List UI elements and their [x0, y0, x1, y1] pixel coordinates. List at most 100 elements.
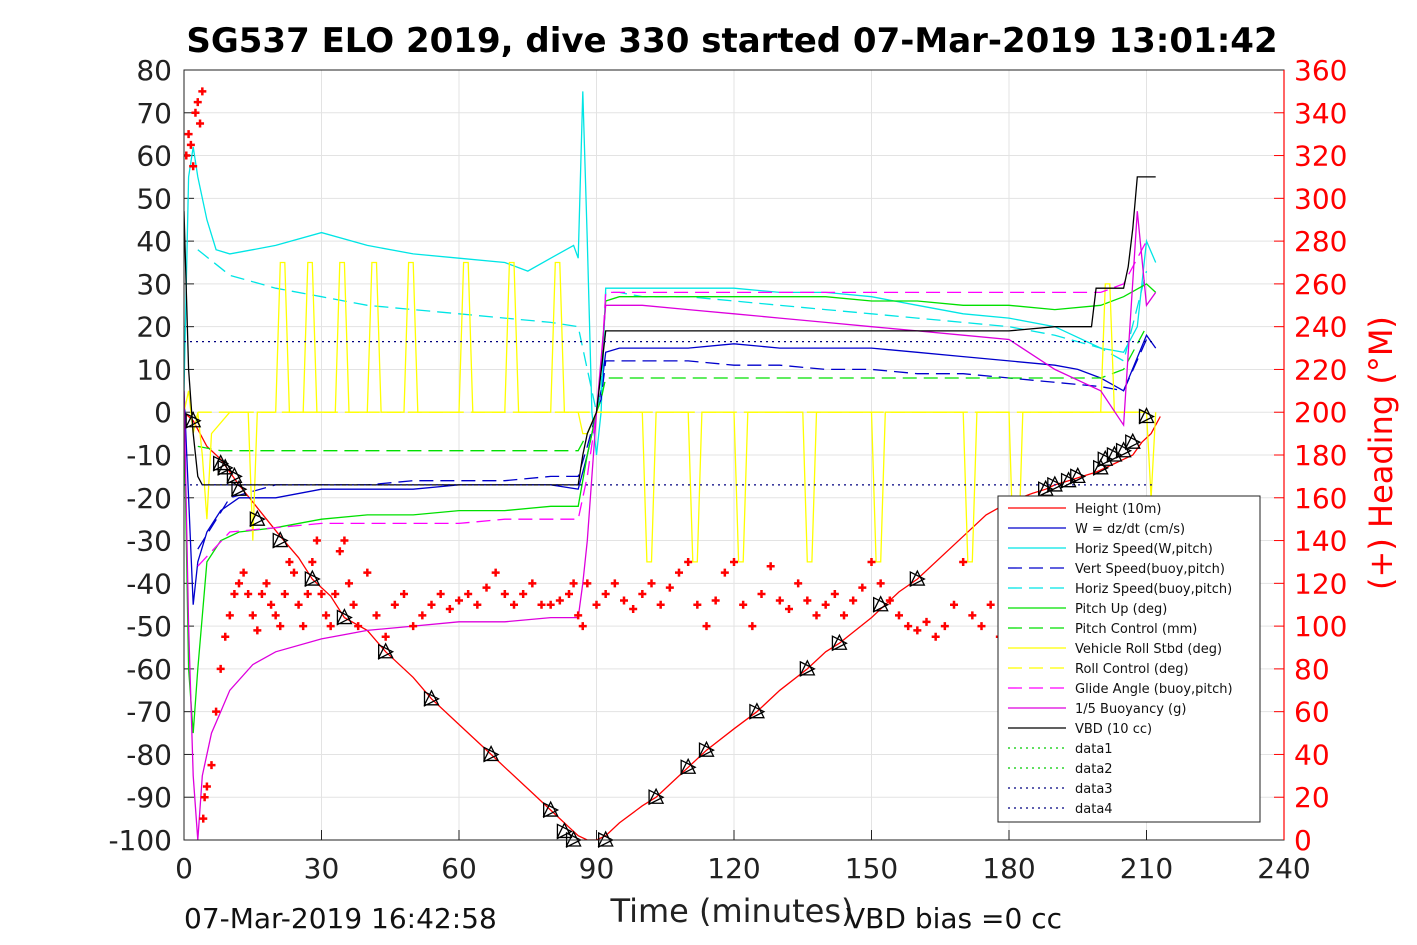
dive-marker [1046, 475, 1064, 493]
legend-entry: Horiz Speed(buoy,pitch) [1075, 582, 1232, 597]
heading-point [198, 87, 207, 96]
y2-tick-label: 180 [1294, 439, 1347, 472]
heading-point [253, 626, 262, 635]
y-tick-label: 10 [136, 353, 172, 386]
legend-entry: Height (10m) [1075, 502, 1161, 517]
y2-tick-label: 240 [1294, 311, 1347, 344]
heading-point [950, 600, 958, 609]
legend-entry: Glide Angle (buoy,pitch) [1075, 682, 1233, 697]
heading-point [766, 562, 775, 571]
x-tick-label: 150 [845, 852, 898, 885]
y2-tick-label: 260 [1294, 268, 1347, 301]
x-axis-label: Time (minutes) [610, 892, 854, 930]
heading-point [276, 622, 285, 631]
y-tick-label: 30 [136, 268, 172, 301]
heading-point [322, 611, 331, 620]
heading-point [491, 568, 500, 577]
heading-point [409, 622, 418, 631]
heading-point [519, 590, 528, 599]
dive-marker [1124, 432, 1142, 451]
y-tick-label: -20 [126, 482, 172, 515]
heading-point [757, 590, 766, 599]
dive-marker [1069, 466, 1087, 485]
heading-point [427, 600, 436, 609]
dive-marker [648, 787, 665, 806]
heading-point [212, 707, 221, 716]
dive-marker [249, 509, 266, 528]
heading-point [739, 600, 748, 609]
heading-point [235, 579, 243, 588]
x-tick-label: 240 [1257, 852, 1310, 885]
heading-point [565, 590, 573, 599]
heading-point [345, 579, 353, 588]
heading-point [647, 579, 656, 588]
heading-point [840, 611, 848, 620]
heading-point [354, 622, 363, 631]
dive-marker [230, 479, 248, 498]
heading-point [785, 605, 793, 613]
heading-point [473, 600, 482, 609]
heading-point [349, 600, 358, 609]
heading-point [510, 600, 518, 609]
heading-point [858, 583, 867, 592]
x-tick-label: 210 [1120, 852, 1173, 885]
heading-point [239, 568, 248, 577]
y2-tick-label: 200 [1294, 396, 1347, 429]
heading-point [620, 596, 628, 605]
heading-point [299, 622, 308, 631]
heading-point [569, 579, 578, 588]
heading-point [794, 579, 803, 588]
heading-point [335, 547, 344, 556]
dive-marker [872, 595, 890, 613]
heading-point [189, 162, 198, 171]
y-tick-label: 60 [136, 140, 172, 173]
y-tick-label: -60 [126, 653, 172, 686]
heading-point [191, 108, 200, 117]
series-line [184, 261, 1157, 563]
chart-title: SG537 ELO 2019, dive 330 started 07-Mar-… [186, 21, 1277, 61]
heading-point [193, 98, 202, 107]
y2-tick-label: 360 [1294, 54, 1347, 87]
dive-marker [272, 531, 289, 549]
y-tick-label: 50 [136, 182, 172, 215]
heading-point [583, 579, 592, 588]
y-tick-label: 80 [136, 54, 172, 87]
y2-tick-label: 320 [1294, 140, 1347, 173]
y-tick-label: -100 [108, 824, 172, 857]
legend-entry: Roll Control (deg) [1075, 662, 1189, 677]
y2-tick-label: 340 [1294, 97, 1347, 130]
legend-box [997, 495, 1261, 823]
series-line [184, 333, 1157, 605]
heading-point [684, 557, 693, 566]
heading-point [656, 600, 665, 609]
heading-point [326, 622, 335, 631]
y-tick-label: 40 [136, 225, 172, 258]
heading-point [390, 600, 399, 609]
y2-tick-label: 220 [1294, 353, 1347, 386]
heading-point [308, 557, 317, 566]
y2-tick-label: 60 [1294, 696, 1330, 729]
heading-point [610, 579, 619, 588]
heading-point [294, 600, 303, 609]
dive-marker [1138, 407, 1155, 425]
heading-point [184, 151, 191, 160]
heading-point [986, 600, 995, 609]
dive-marker [423, 689, 440, 707]
legend-entry: Pitch Control (mm) [1075, 622, 1197, 637]
y2-tick-label: 20 [1294, 781, 1330, 814]
dive-marker [185, 411, 202, 429]
legend-entry: Vert Speed(buoy,pitch) [1075, 562, 1225, 577]
heading-point [867, 557, 876, 566]
heading-point [675, 568, 683, 577]
heading-point [184, 130, 193, 139]
series-line [184, 211, 1157, 840]
dive-marker [1115, 441, 1133, 459]
heading-point [830, 590, 839, 599]
heading-point [285, 557, 294, 566]
heading-point [290, 568, 298, 577]
heading-point [464, 590, 473, 599]
heading-point [221, 632, 230, 641]
heading-point [267, 600, 276, 609]
heading-point [271, 611, 280, 620]
